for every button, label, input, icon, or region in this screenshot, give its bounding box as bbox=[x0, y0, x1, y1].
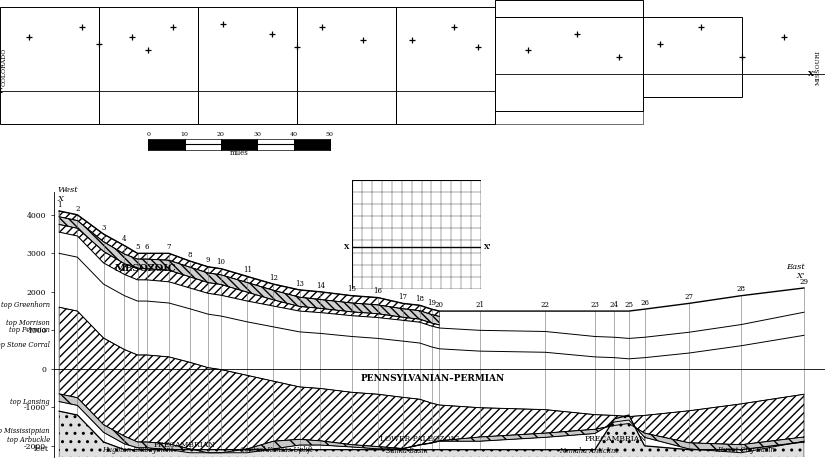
Text: MISSOURI: MISSOURI bbox=[815, 50, 820, 85]
Bar bbox=[494, 111, 643, 124]
Text: 5: 5 bbox=[135, 243, 140, 251]
Text: 4: 4 bbox=[122, 235, 127, 243]
Text: MESOZOIC: MESOZOIC bbox=[114, 264, 176, 273]
Text: top Permian: top Permian bbox=[9, 326, 50, 334]
Text: PRECAMBRIAN: PRECAMBRIAN bbox=[584, 435, 646, 443]
Bar bbox=[296, 7, 396, 124]
Polygon shape bbox=[59, 394, 803, 453]
Text: 50: 50 bbox=[325, 132, 334, 137]
Text: 28: 28 bbox=[736, 286, 745, 293]
Text: 10: 10 bbox=[216, 258, 225, 267]
Text: 23: 23 bbox=[590, 301, 599, 309]
Bar bbox=[643, 17, 742, 97]
Text: X': X' bbox=[484, 243, 490, 250]
Text: 10: 10 bbox=[181, 132, 189, 137]
Bar bbox=[257, 140, 293, 150]
Text: 3: 3 bbox=[101, 224, 106, 232]
Text: X: X bbox=[344, 243, 349, 250]
Bar bbox=[185, 140, 221, 150]
Text: Hugoton Embayment: Hugoton Embayment bbox=[102, 446, 173, 454]
Bar bbox=[494, 0, 643, 17]
Bar bbox=[99, 7, 198, 124]
Polygon shape bbox=[59, 232, 803, 417]
Text: 12: 12 bbox=[268, 274, 277, 282]
Text: 15: 15 bbox=[347, 286, 356, 293]
Text: top Arbuckle: top Arbuckle bbox=[7, 436, 50, 444]
Text: 6: 6 bbox=[144, 243, 149, 251]
Text: 40: 40 bbox=[289, 132, 297, 137]
Bar bbox=[396, 7, 494, 124]
Polygon shape bbox=[59, 217, 439, 325]
Text: Central Kansas Uplift: Central Kansas Uplift bbox=[239, 446, 312, 454]
Text: LOWER PALEOZOIC: LOWER PALEOZOIC bbox=[379, 435, 459, 443]
Text: 26: 26 bbox=[639, 299, 648, 307]
Text: 8: 8 bbox=[187, 251, 192, 259]
Text: COLORADO: COLORADO bbox=[2, 48, 7, 86]
Text: 22: 22 bbox=[540, 301, 549, 309]
Text: 9: 9 bbox=[205, 256, 210, 264]
Bar bbox=[0, 7, 99, 124]
Text: Forest City Basin: Forest City Basin bbox=[717, 446, 774, 454]
Text: 0: 0 bbox=[147, 132, 151, 137]
Text: PENNSYLVANIAN–PERMIAN: PENNSYLVANIAN–PERMIAN bbox=[360, 374, 504, 383]
Text: miles: miles bbox=[229, 149, 248, 157]
Text: 25: 25 bbox=[623, 301, 633, 309]
Text: 11: 11 bbox=[243, 266, 252, 274]
Text: 13: 13 bbox=[295, 280, 304, 287]
Text: Nemaha Anticline: Nemaha Anticline bbox=[559, 447, 619, 455]
Text: 24: 24 bbox=[609, 301, 619, 309]
Text: top Mississippian: top Mississippian bbox=[0, 427, 50, 435]
Text: top Stone Corral: top Stone Corral bbox=[0, 341, 50, 349]
Text: West
X: West X bbox=[58, 186, 79, 203]
Text: 16: 16 bbox=[373, 287, 382, 295]
Polygon shape bbox=[59, 411, 803, 457]
Text: X': X' bbox=[807, 70, 816, 78]
Text: 19: 19 bbox=[426, 299, 436, 307]
Bar bbox=[148, 140, 185, 150]
Text: 2: 2 bbox=[75, 205, 79, 213]
Polygon shape bbox=[59, 211, 439, 316]
Text: X: X bbox=[0, 87, 3, 95]
Text: East
X': East X' bbox=[786, 263, 804, 280]
Text: PRECAMBRIAN: PRECAMBRIAN bbox=[153, 441, 215, 449]
Text: 7: 7 bbox=[166, 243, 171, 251]
Text: top Morrison: top Morrison bbox=[6, 319, 50, 328]
Bar bbox=[494, 17, 643, 111]
Bar bbox=[198, 7, 296, 124]
Text: 21: 21 bbox=[474, 301, 484, 309]
Text: 17: 17 bbox=[397, 293, 407, 301]
Bar bbox=[221, 140, 257, 150]
Text: 1: 1 bbox=[57, 201, 61, 209]
Text: 20: 20 bbox=[435, 301, 443, 309]
Text: top Greenhorn: top Greenhorn bbox=[1, 301, 50, 309]
Text: top Lansing: top Lansing bbox=[10, 398, 50, 406]
Text: 20: 20 bbox=[217, 132, 224, 137]
Bar bbox=[293, 140, 330, 150]
Text: Salina Basin: Salina Basin bbox=[385, 447, 427, 455]
Text: 18: 18 bbox=[415, 295, 424, 303]
Text: feet: feet bbox=[33, 445, 48, 453]
Polygon shape bbox=[59, 225, 439, 328]
Polygon shape bbox=[59, 307, 803, 453]
Text: 30: 30 bbox=[253, 132, 261, 137]
Text: 27: 27 bbox=[684, 293, 692, 301]
Text: 14: 14 bbox=[315, 281, 325, 290]
Text: 29: 29 bbox=[798, 278, 807, 286]
